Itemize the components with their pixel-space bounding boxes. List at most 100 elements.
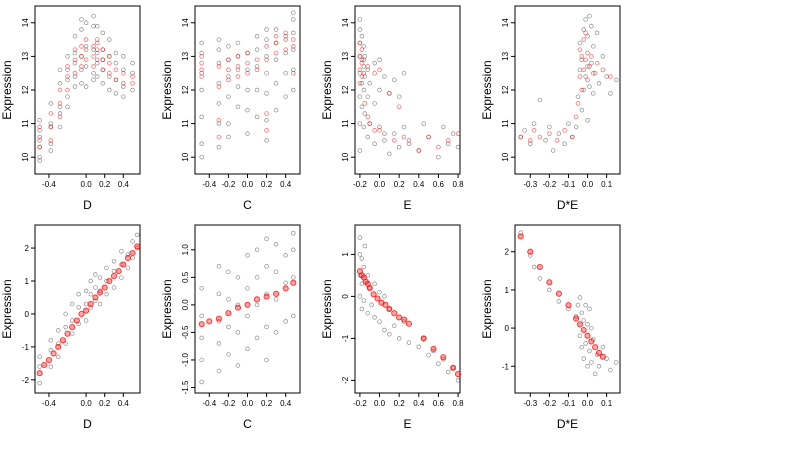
observed-point <box>226 324 231 330</box>
fitted-point <box>577 47 583 52</box>
observed-point <box>382 327 387 333</box>
y-tick-label: -2 <box>22 376 30 385</box>
y-tick-label: 14 <box>21 18 30 27</box>
x-tick-label: 0.6 <box>433 399 445 408</box>
fitted-point <box>290 279 297 286</box>
y-tick-label: -2 <box>341 376 350 384</box>
observed-point <box>291 67 296 73</box>
observed-point <box>367 81 372 86</box>
y-tick-label: 12 <box>21 85 30 94</box>
y-tick-label: 0 <box>341 294 350 299</box>
observed-point <box>216 81 222 86</box>
fitted-point <box>592 344 599 351</box>
fitted-point <box>396 314 403 321</box>
y-tick-label: -1.5 <box>181 380 190 394</box>
fitted-point <box>79 44 84 49</box>
observed-point <box>589 325 594 331</box>
observed-point <box>585 33 590 39</box>
observed-point <box>134 232 140 238</box>
fitted-point <box>92 294 99 301</box>
observed-point <box>254 302 260 308</box>
observed-point <box>587 348 592 354</box>
observed-point <box>93 298 98 304</box>
y-tick-label: 11 <box>501 119 510 128</box>
observed-point <box>361 87 367 93</box>
fitted-point <box>587 64 592 69</box>
observed-point <box>291 231 296 236</box>
observed-point <box>199 379 204 385</box>
observed-point <box>600 54 606 59</box>
observed-point <box>111 285 117 290</box>
fitted-point <box>73 317 80 324</box>
observed-point <box>97 301 103 307</box>
fitted-point <box>359 74 365 79</box>
observed-point <box>65 77 70 83</box>
fitted-point <box>579 87 585 93</box>
fitted-point <box>83 57 89 63</box>
plot-frame <box>354 5 461 175</box>
observed-point <box>594 352 600 358</box>
fitted-point <box>372 70 377 76</box>
observed-point <box>592 70 598 76</box>
fitted-point <box>595 349 603 356</box>
x-tick-label: 0.4 <box>118 399 130 408</box>
y-tick-label: 12 <box>341 85 350 94</box>
fitted-point <box>406 141 412 147</box>
fitted-point <box>584 332 591 339</box>
observed-point <box>121 54 126 59</box>
fitted-point <box>581 67 587 73</box>
observed-point <box>79 17 84 22</box>
observed-point <box>392 323 397 329</box>
y-tick-label: 2 <box>25 244 30 253</box>
observed-point <box>283 253 288 258</box>
panel-1-1: -0.4 -0.2 0.0 0.2 0.4 -1.5 -1.0 -0.5 0.0 0.5 1.0 C E… <box>160 224 301 431</box>
observed-point <box>566 121 571 126</box>
x-tick-label: 0.0 <box>582 180 594 189</box>
x-tick-label: -0.4 <box>42 399 56 408</box>
observed-point <box>382 138 387 143</box>
x-axis-label: D <box>83 198 92 212</box>
y-axis-label: Expression <box>320 60 334 119</box>
observed-point <box>245 87 250 93</box>
y-axis-label: Expression <box>480 279 494 338</box>
fitted-point <box>55 343 62 350</box>
fitted-point <box>361 57 367 63</box>
observed-point <box>377 57 382 63</box>
observed-point <box>113 50 119 56</box>
observed-point <box>130 239 135 244</box>
observed-point <box>48 347 54 353</box>
observed-point <box>273 27 279 32</box>
observed-point <box>583 17 588 22</box>
fitted-point <box>72 57 78 63</box>
observed-point <box>357 121 363 126</box>
panel-1-0: -0.4 0.0 0.2 0.4 -2 -1 0 1 2 D Expression <box>0 224 141 431</box>
fitted-point <box>83 37 89 42</box>
observed-point <box>583 74 588 79</box>
x-tick-label: 0.2 <box>99 180 111 189</box>
fitted-point <box>517 233 524 240</box>
fitted-point <box>367 121 373 126</box>
observed-point <box>357 294 363 299</box>
x-tick-label: -0.4 <box>202 399 216 408</box>
observed-point <box>372 101 377 106</box>
observed-point <box>57 124 63 130</box>
observed-point <box>111 258 117 264</box>
fitted-point <box>198 321 205 328</box>
y-axis-label: Expression <box>480 60 494 119</box>
fitted-point <box>64 330 71 337</box>
observed-point <box>264 54 269 59</box>
observed-point <box>291 17 296 22</box>
observed-point <box>387 151 392 157</box>
fitted-point <box>65 74 70 79</box>
fitted-point <box>57 101 63 106</box>
observed-point <box>392 131 397 136</box>
observed-point <box>216 264 222 269</box>
observed-point <box>421 121 426 126</box>
fitted-point <box>291 37 296 42</box>
observed-point <box>596 364 602 369</box>
y-tick-label: 14 <box>181 18 190 27</box>
observed-point <box>76 291 81 297</box>
observed-point <box>55 341 61 346</box>
fitted-point <box>573 114 579 120</box>
observed-point <box>83 84 89 89</box>
